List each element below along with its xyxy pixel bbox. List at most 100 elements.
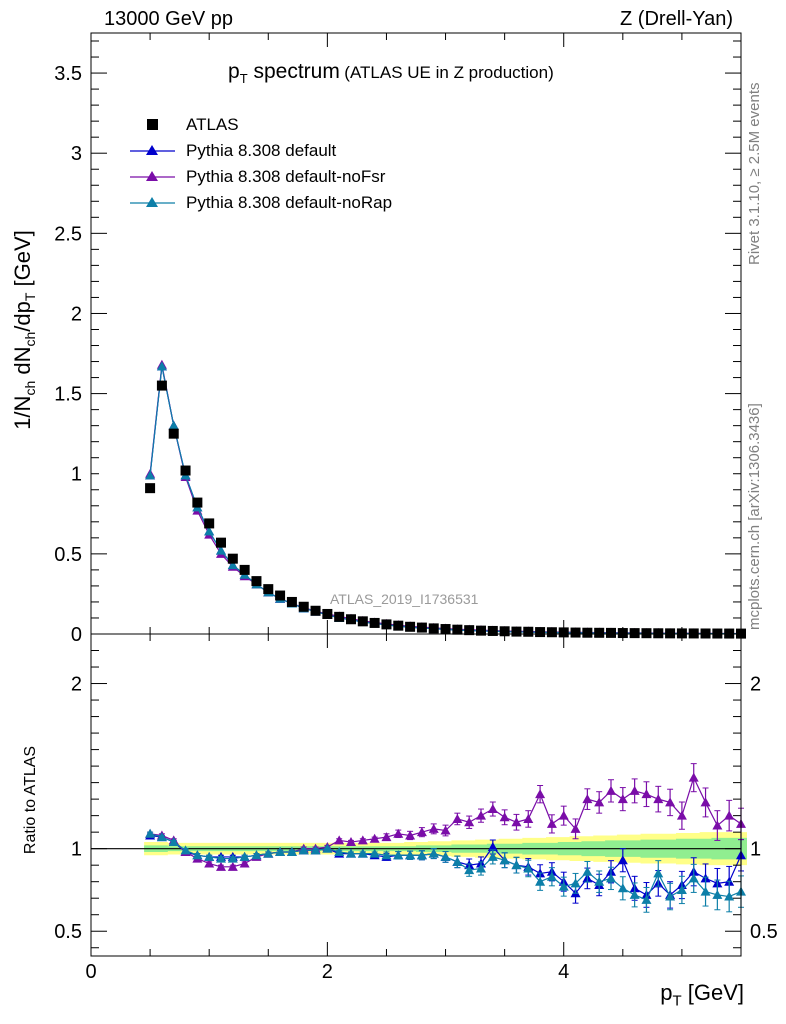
ratio-point <box>275 846 286 856</box>
header-left: 13000 GeV pp <box>104 8 233 30</box>
atlas-point <box>665 628 676 639</box>
ratio-point <box>476 810 486 820</box>
series-point <box>227 560 238 570</box>
ratio-y-tick-label: 2 <box>71 674 82 696</box>
ratio-panel-frame <box>90 633 742 957</box>
ratio-point <box>535 876 546 886</box>
ratio-point <box>688 873 699 883</box>
ratio-point <box>487 842 498 852</box>
atlas-point <box>688 628 699 639</box>
atlas-point <box>405 621 416 632</box>
ratio-point <box>428 848 439 858</box>
ratio-point <box>464 865 475 875</box>
atlas-point <box>298 601 309 612</box>
y-tick-label: 3 <box>71 143 82 165</box>
ratio-point <box>665 891 676 901</box>
ratio-point <box>629 785 640 795</box>
ratio-point <box>227 861 238 871</box>
ratio-point <box>440 825 451 835</box>
ratio-point <box>570 823 581 833</box>
ratio-point <box>239 851 250 861</box>
y-tick-label: 3.5 <box>54 63 82 85</box>
ratio-point <box>310 845 321 855</box>
atlas-point <box>216 537 226 548</box>
ratio-point <box>216 853 226 863</box>
atlas-point <box>393 620 404 631</box>
ratio-point <box>180 845 191 855</box>
ratio-point <box>558 881 569 891</box>
ratio-point <box>487 804 498 814</box>
ratio-point <box>393 828 404 838</box>
ratio-point <box>617 794 628 804</box>
atlas-point <box>180 465 191 476</box>
atlas-point <box>286 596 297 607</box>
atlas-point <box>629 628 640 639</box>
axis-tick-labels: 0 2 400.511.522.533.50.5 0.51 12 2 <box>54 63 778 983</box>
atlas-point <box>570 627 581 638</box>
axis-ticks <box>90 33 742 956</box>
y-axis-label-ratio: Ratio to ATLAS <box>22 745 39 855</box>
ratio-point <box>239 858 250 868</box>
ratio-point <box>381 850 392 860</box>
ratio-point <box>476 863 486 873</box>
x-tick-label: 4 <box>558 961 569 983</box>
ratio-point <box>405 850 416 860</box>
ratio-panel-series <box>145 763 746 913</box>
atlas-point <box>606 627 616 638</box>
ratio-point <box>393 850 404 860</box>
y-tick-label: 2 <box>71 303 82 325</box>
atlas-point <box>487 625 498 636</box>
ratio-point <box>405 830 416 840</box>
ratio-point <box>665 797 676 807</box>
ratio-point <box>334 835 345 845</box>
ratio-y-tick-label-right: 0.5 <box>750 921 778 943</box>
atlas-point <box>357 616 368 627</box>
analysis-id: ATLAS_2019_I1736531 <box>330 591 479 607</box>
atlas-point <box>381 619 392 630</box>
atlas-point <box>476 625 486 636</box>
ratio-point <box>688 772 699 782</box>
ratio-point <box>606 785 616 795</box>
ratio-y-tick-label-right: 2 <box>750 674 761 696</box>
y-tick-label: 0 <box>71 624 82 646</box>
ratio-point <box>440 851 451 861</box>
ratio-point <box>594 797 605 807</box>
ratio-point <box>594 876 605 886</box>
ratio-point <box>546 871 557 881</box>
ratio-point <box>629 889 640 899</box>
ratio-point <box>676 810 687 820</box>
ratio-point <box>369 848 380 858</box>
atlas-point <box>239 564 250 575</box>
ratio-point <box>156 832 167 842</box>
header-right: Z (Drell-Yan) <box>620 8 733 30</box>
atlas-point <box>428 623 439 634</box>
ratio-point <box>216 861 226 871</box>
ratio-point <box>452 813 463 823</box>
ratio-point <box>428 823 439 833</box>
ratio-point <box>346 837 356 847</box>
atlas-point <box>168 428 179 439</box>
atlas-point <box>310 605 321 616</box>
series-point <box>216 545 226 555</box>
legend-label: Pythia 8.308 default-noRap <box>186 193 393 212</box>
atlas-point <box>204 518 215 529</box>
ratio-point <box>558 810 569 820</box>
atlas-point <box>227 553 238 564</box>
atlas-point <box>700 628 711 639</box>
ratio-y-tick-label: 1 <box>71 839 82 861</box>
x-axis-label: pT [GeV] <box>660 980 744 1010</box>
legend-label: Pythia 8.308 default <box>186 141 337 160</box>
ratio-point <box>653 794 664 804</box>
ratio-point <box>582 794 593 804</box>
ratio-point <box>712 820 723 830</box>
ratio-point <box>145 828 156 838</box>
atlas-point <box>535 627 546 638</box>
x-tick-label: 0 <box>85 961 96 983</box>
legend-item-norap: Pythia 8.308 default-noRap <box>130 191 460 217</box>
atlas-point <box>582 627 593 638</box>
ratio-point <box>523 813 534 823</box>
ratio-point <box>570 878 581 888</box>
ratio-point <box>641 894 652 904</box>
series-point <box>168 420 179 430</box>
ratio-point <box>606 873 616 883</box>
